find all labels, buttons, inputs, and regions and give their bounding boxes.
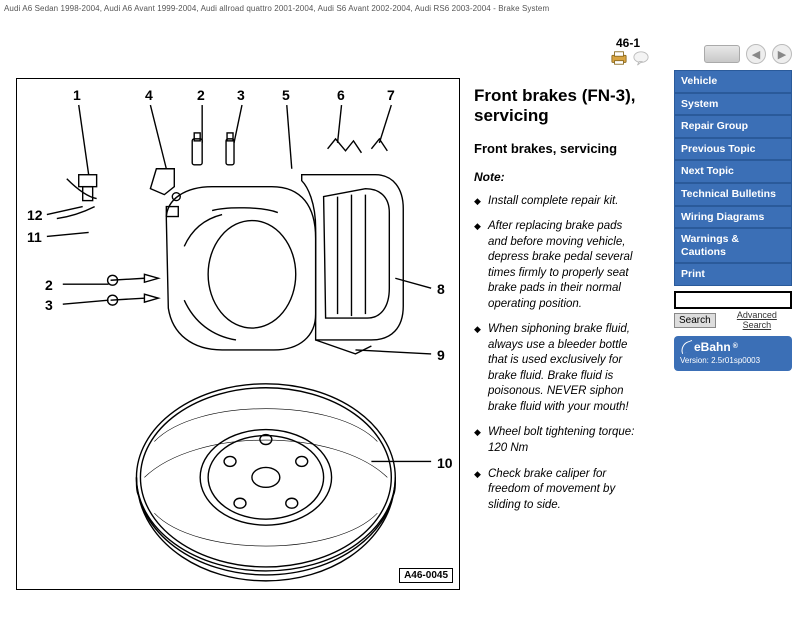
search-box: Search Advanced Search <box>674 291 792 331</box>
ebahn-badge: eBahn ® Version: 2.5r01sp0003 <box>674 336 792 371</box>
note-item: Check brake caliper for freedom of movem… <box>474 467 642 514</box>
speech-balloon-icon[interactable] <box>632 50 650 66</box>
ebahn-version: Version: 2.5r01sp0003 <box>680 356 786 365</box>
nav-device-icon[interactable] <box>704 45 740 63</box>
brake-diagram: 1 4 2 3 5 6 7 12 11 2 3 8 9 10 A46-0045 <box>16 78 460 590</box>
figure-id: A46-0045 <box>399 568 453 583</box>
sidebar-item-technical-bulletins[interactable]: Technical Bulletins <box>674 183 792 206</box>
note-label: Note: <box>474 170 642 184</box>
callout-2: 2 <box>197 87 205 103</box>
search-button[interactable]: Search <box>674 313 716 328</box>
ebahn-name: eBahn <box>694 340 731 354</box>
ebahn-logo: eBahn ® <box>680 340 786 354</box>
page-title: Front brakes (FN-3), servicing <box>474 86 642 127</box>
sidebar-item-warnings-cautions[interactable]: Warnings & Cautions <box>674 228 792 263</box>
search-input[interactable] <box>674 291 792 309</box>
note-item: When siphoning brake fluid, always use a… <box>474 322 642 415</box>
callout-8: 8 <box>437 281 445 297</box>
callout-7: 7 <box>387 87 395 103</box>
sidebar-item-wiring-diagrams[interactable]: Wiring Diagrams <box>674 206 792 229</box>
sidebar-item-system[interactable]: System <box>674 93 792 116</box>
ebahn-registered: ® <box>733 343 738 350</box>
callout-3: 3 <box>237 87 245 103</box>
callout-9: 9 <box>437 347 445 363</box>
notes-list: Install complete repair kit. After replac… <box>474 194 642 513</box>
callout-2: 2 <box>45 277 53 293</box>
breadcrumb: Audi A6 Sedan 1998-2004, Audi A6 Avant 1… <box>4 4 796 13</box>
callout-12: 12 <box>27 207 43 223</box>
sidebar-item-next-topic[interactable]: Next Topic <box>674 160 792 183</box>
page-number: 46-1 <box>616 36 640 50</box>
page-subtitle: Front brakes, servicing <box>474 141 642 156</box>
ebahn-swoosh-icon <box>679 340 696 354</box>
sidebar-item-previous-topic[interactable]: Previous Topic <box>674 138 792 161</box>
printer-icon[interactable] <box>610 50 628 66</box>
top-nav: ◀ ▶ <box>704 44 792 64</box>
callout-3: 3 <box>45 297 53 313</box>
nav-next-arrow[interactable]: ▶ <box>772 44 792 64</box>
sidebar-item-repair-group[interactable]: Repair Group <box>674 115 792 138</box>
note-item: Install complete repair kit. <box>474 194 642 210</box>
callout-11: 11 <box>27 229 42 245</box>
callout-1: 1 <box>73 87 81 103</box>
sidebar-item-vehicle[interactable]: Vehicle <box>674 70 792 93</box>
sidebar: VehicleSystemRepair GroupPrevious TopicN… <box>674 70 792 371</box>
callout-4: 4 <box>145 87 153 103</box>
brake-diagram-svg <box>17 79 459 589</box>
callout-10: 10 <box>437 455 453 471</box>
callout-5: 5 <box>282 87 290 103</box>
note-item: Wheel bolt tightening torque: 120 Nm <box>474 425 642 456</box>
sidebar-item-print[interactable]: Print <box>674 263 792 286</box>
content-column: Front brakes (FN-3), servicing Front bra… <box>474 86 642 523</box>
advanced-search-link[interactable]: Advanced Search <box>722 311 792 331</box>
header-icons <box>610 50 650 66</box>
note-item: After replacing brake pads and before mo… <box>474 219 642 312</box>
callout-6: 6 <box>337 87 345 103</box>
nav-prev-arrow[interactable]: ◀ <box>746 44 766 64</box>
